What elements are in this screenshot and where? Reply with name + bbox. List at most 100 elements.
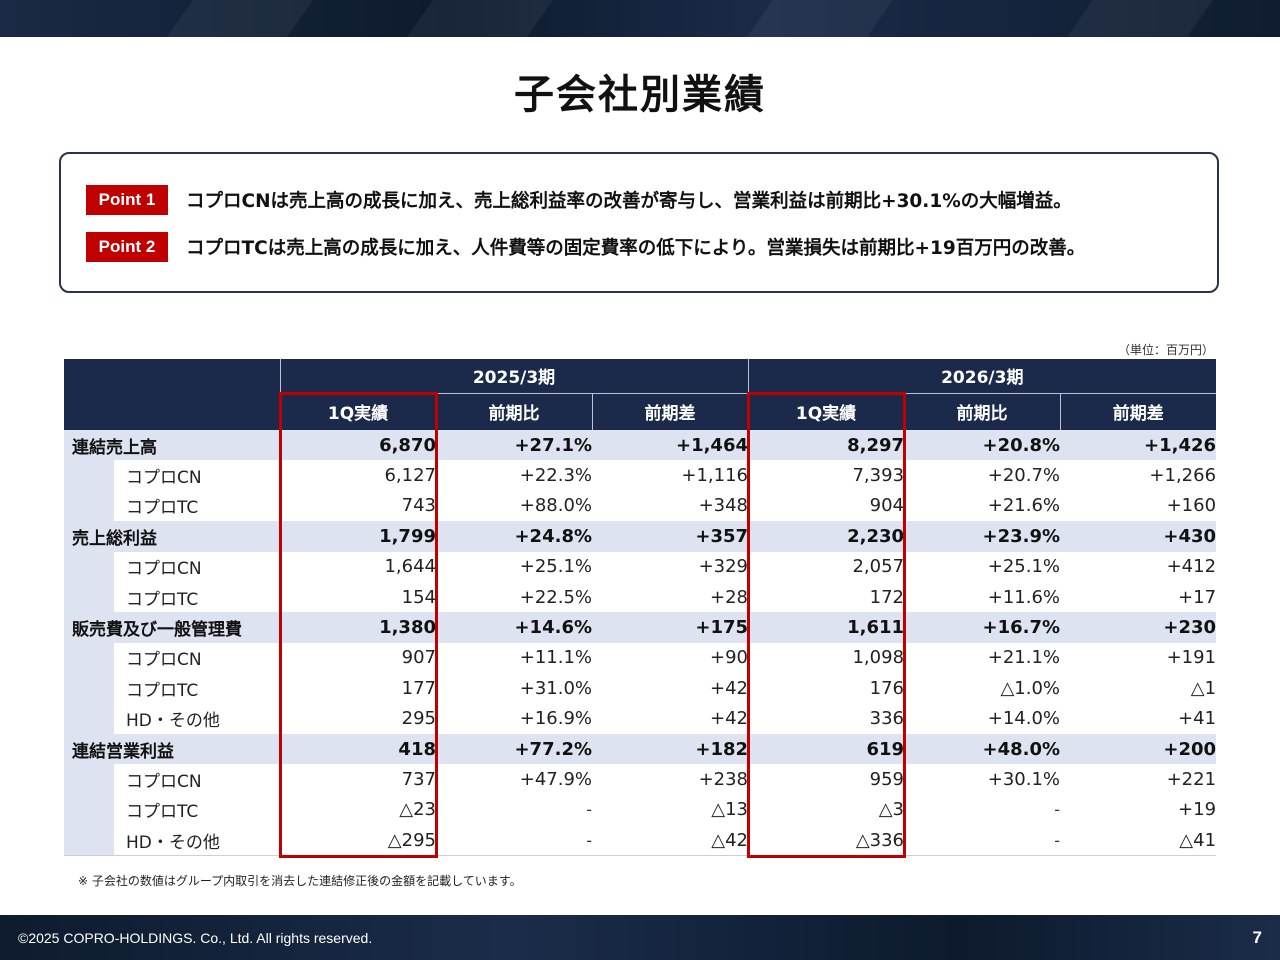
table-cell: +20.8%	[904, 430, 1061, 461]
row-label: コプロCN	[114, 551, 280, 582]
point-text: コプロCNは売上高の成長に加え、売上総利益率の改善が寄与し、営業利益は前期比+3…	[186, 191, 1072, 212]
table-cell: 1,098	[852, 647, 905, 669]
table-cell: +27.1%	[436, 430, 592, 461]
table-cell: △13	[711, 799, 749, 821]
table-cell: +238	[698, 768, 749, 790]
table-cell: +20.7%	[987, 465, 1061, 487]
table-cell: 959	[869, 768, 905, 790]
period-header-2025: 2025/3期	[279, 359, 749, 394]
table-row: コプロCN 907 +11.1% +90 1,098 +21.1% +191	[64, 642, 1216, 674]
table-cell: +90	[710, 647, 749, 669]
point-row-1: Point 1 コプロCNは売上高の成長に加え、売上総利益率の改善が寄与し、営業…	[86, 184, 1072, 216]
table-cell: 418	[280, 733, 436, 765]
table-cell: +329	[698, 556, 749, 578]
column-header: 前期比	[903, 393, 1061, 430]
table-cell: +25.1%	[987, 556, 1061, 578]
table-cell: 743	[401, 495, 436, 517]
table-cell: 295	[401, 708, 436, 730]
table-cell: +1,116	[681, 465, 749, 487]
table-row: HD・その他 295 +16.9% +42 336 +14.0% +41	[64, 703, 1217, 734]
row-label: 販売費及び一般管理費	[64, 612, 280, 643]
row-label: コプロCN	[114, 642, 280, 674]
table-cell: +11.6%	[987, 586, 1061, 608]
table-cell: +200	[1060, 733, 1217, 765]
table-row: HD・その他 △295- △42 △336- △41	[64, 825, 1217, 856]
table-row: 連結売上高 6,870 +27.1% +1,464 8,297 +20.8% +1,426	[64, 430, 1217, 461]
header-blank	[64, 393, 280, 430]
table-row: 販売費及び一般管理費 1,380 +14.6% +175 1,611 +16.7% +230	[64, 612, 1217, 643]
table-cell: +24.8%	[436, 521, 592, 552]
table-cell: +22.3%	[519, 465, 592, 487]
table-cell: 6,127	[384, 465, 436, 487]
table-cell: +11.1%	[519, 647, 592, 669]
table-cell: 904	[869, 495, 905, 517]
table-cell: +41	[1178, 708, 1217, 730]
indent-cell	[64, 703, 114, 734]
footnote: ※ 子会社の数値はグループ内取引を消去した連結修正後の金額を記載しています。	[78, 874, 522, 888]
table-cell: △1	[1190, 677, 1217, 699]
column-header: 前期比	[435, 393, 592, 430]
table-cell: +230	[1060, 612, 1217, 643]
table-cell: +25.1%	[519, 556, 592, 578]
page-number: 7	[1252, 928, 1262, 947]
row-label: コプロTC	[114, 490, 280, 522]
unit-label: （単位：百万円）	[1117, 343, 1214, 357]
point-text: コプロTCは売上高の成長に加え、人件費等の固定費率の低下により。営業損失は前期比…	[186, 238, 1086, 259]
row-label: 売上総利益	[64, 521, 280, 552]
indent-cell	[64, 673, 114, 704]
row-label: HD・その他	[114, 825, 280, 856]
table-row: コプロTC △23 - △13 △3 - +19	[64, 794, 1217, 826]
table-cell: +221	[1166, 768, 1217, 790]
indent-cell	[64, 764, 114, 795]
table-cell: △336	[748, 825, 905, 856]
table-cell: +48.0%	[904, 733, 1061, 765]
table-cell: +412	[1166, 556, 1217, 578]
table-cell: +30.1%	[987, 768, 1061, 790]
row-label: コプロTC	[114, 581, 280, 613]
column-header: 前期差	[1059, 393, 1217, 430]
table-cell: 1,644	[384, 556, 436, 578]
top-banner	[0, 0, 1280, 37]
table-cell: +88.0%	[519, 495, 592, 517]
table-cell: 6,870	[280, 430, 436, 461]
table-cell: 8,297	[748, 430, 905, 461]
table-cell: △23	[399, 799, 436, 821]
table-cell: +19	[1178, 799, 1217, 821]
table-cell: +21.1%	[987, 647, 1061, 669]
table-cell: +22.5%	[519, 586, 592, 608]
table-cell: +47.9%	[519, 768, 592, 790]
table-cell: +1,464	[592, 430, 749, 461]
table-row: 連結営業利益 418 +77.2% +182 619 +48.0% +200	[64, 733, 1217, 765]
indent-cell	[64, 490, 114, 522]
table-cell: -	[1054, 800, 1061, 820]
table-cell: 1,799	[280, 521, 436, 552]
table-cell: 177	[401, 677, 436, 699]
indent-cell	[64, 551, 114, 582]
table-row: コプロCN 737 +47.9% +238 959 +30.1% +221	[64, 764, 1217, 795]
table-row: コプロTC 743 +88.0% +348 904 +21.6% +160	[64, 490, 1217, 522]
table-row: コプロCN 1,644 +25.1% +329 2,057 +25.1% +412	[64, 551, 1217, 582]
point-row-2: Point 2 コプロTCは売上高の成長に加え、人件費等の固定費率の低下により。…	[86, 231, 1085, 263]
table-cell: +31.0%	[519, 677, 592, 699]
row-label: コプロTC	[114, 673, 280, 704]
highlight-2026-1q	[747, 392, 906, 858]
subsidiary-results-table: 2025/3期 2026/3期 1Q実績 前期比 前期差 1Q実績 前期比 前期…	[64, 359, 1217, 856]
table-cell: +160	[1166, 495, 1217, 517]
indent-cell	[64, 825, 114, 856]
table-cell: △3	[878, 799, 905, 821]
table-cell: +14.6%	[436, 612, 592, 643]
table-cell: △41	[1060, 825, 1217, 856]
footer-bar: ©2025 COPRO-HOLDINGS. Co., Ltd. All righ…	[0, 915, 1280, 960]
period-header-2026: 2026/3期	[747, 359, 1217, 394]
table-cell: 2,057	[852, 556, 905, 578]
table-cell: +28	[710, 586, 749, 608]
table-cell: +17	[1178, 586, 1217, 608]
table-row: コプロTC 177 +31.0% +42 176 △1.0% △1	[64, 673, 1217, 704]
table-cell: 172	[869, 586, 905, 608]
table-cell: 1,611	[748, 612, 905, 643]
key-points-box: Point 1 コプロCNは売上高の成長に加え、売上総利益率の改善が寄与し、営業…	[59, 152, 1219, 293]
table-row: コプロCN 6,127 +22.3% +1,116 7,393 +20.7% +1,266	[64, 460, 1216, 491]
table-cell: 154	[401, 586, 436, 608]
row-label: HD・その他	[114, 703, 280, 734]
point-badge: Point 1	[86, 185, 168, 215]
